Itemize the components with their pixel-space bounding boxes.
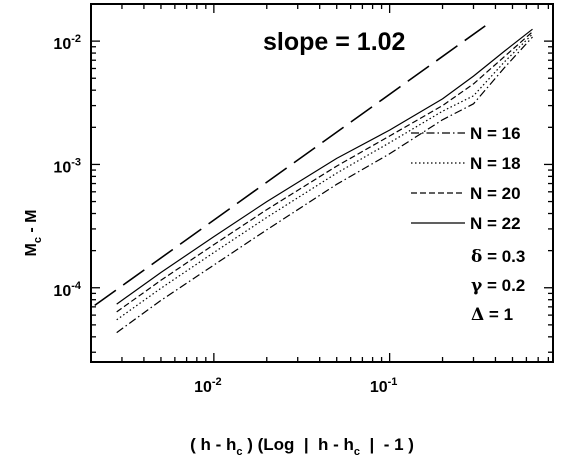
parameter-annotations: δ = 0.3 γ = 0.2 Δ = 1 (471, 247, 525, 325)
series-layer (116, 28, 533, 334)
y-tick-label: 10-3 (53, 156, 81, 176)
x-tick-label-base: 10 (194, 379, 212, 396)
parameter-symbol: Δ (471, 305, 484, 325)
y-axis-label-tail: - M (23, 210, 40, 238)
legend-label: N = 22 (470, 214, 521, 233)
series-line-n18 (116, 33, 533, 321)
legend-label: N = 20 (470, 184, 521, 203)
y-tick-label-base: 10 (53, 36, 71, 53)
tick-labels-layer: 10-2 10-110-410-310-2 (53, 33, 397, 396)
reference-slope-label: slope = 1.02 (263, 28, 405, 56)
reference-slope-line (94, 25, 486, 306)
y-axis-label-main: M (23, 243, 40, 256)
x-axis-label-part3: | - 1 ) (360, 435, 414, 454)
series-line-n22 (116, 28, 533, 305)
y-tick-label: 10-2 (53, 33, 81, 53)
reference-layer: slope = 1.02 (94, 25, 486, 306)
y-tick-label-base: 10 (53, 283, 71, 300)
x-tick-label: 10-2 (194, 376, 222, 396)
parameter-value: = 0.3 (482, 247, 525, 266)
series-line-n20 (116, 31, 533, 313)
x-axis-label: ( h - hc ) (Log | h - hc | - 1 ) (190, 435, 414, 458)
y-tick-label-exp: -3 (71, 156, 81, 168)
x-tick-label: 10-1 (370, 376, 398, 396)
y-tick-label-exp: -2 (71, 33, 81, 45)
parameter-text: γ = 0.2 (471, 276, 525, 296)
parameter-text: Δ = 1 (471, 305, 513, 325)
ticks-layer (90, 3, 553, 362)
parameter-value: = 1 (484, 305, 513, 324)
x-axis-label-part2: ) (Log | h - h (242, 435, 353, 454)
parameter-symbol: γ (471, 276, 483, 296)
parameter-text: δ = 0.3 (471, 247, 525, 267)
x-axis-label-sub1: c (236, 446, 242, 458)
legend-label: N = 16 (470, 124, 521, 143)
legend-label: N = 18 (470, 154, 521, 173)
series-line-n16 (116, 36, 533, 334)
y-axis-label-sub: c (32, 237, 44, 243)
y-tick-label: 10-4 (53, 280, 81, 300)
y-axis-label: Mc - M (23, 210, 44, 257)
legend: N = 16 N = 18 N = 20 N = 22 (411, 124, 521, 233)
x-tick-label-exp: -1 (388, 376, 398, 388)
x-tick-label-base: 10 (370, 379, 388, 396)
x-tick-label-exp: -2 (212, 376, 222, 388)
x-axis-label-sub2: c (354, 446, 360, 458)
x-axis-label-part1: ( h - h (190, 435, 236, 454)
y-tick-label-base: 10 (53, 159, 71, 176)
y-tick-label-exp: -4 (71, 280, 82, 292)
parameter-value: = 0.2 (482, 276, 525, 295)
parameter-symbol: δ (471, 247, 482, 267)
